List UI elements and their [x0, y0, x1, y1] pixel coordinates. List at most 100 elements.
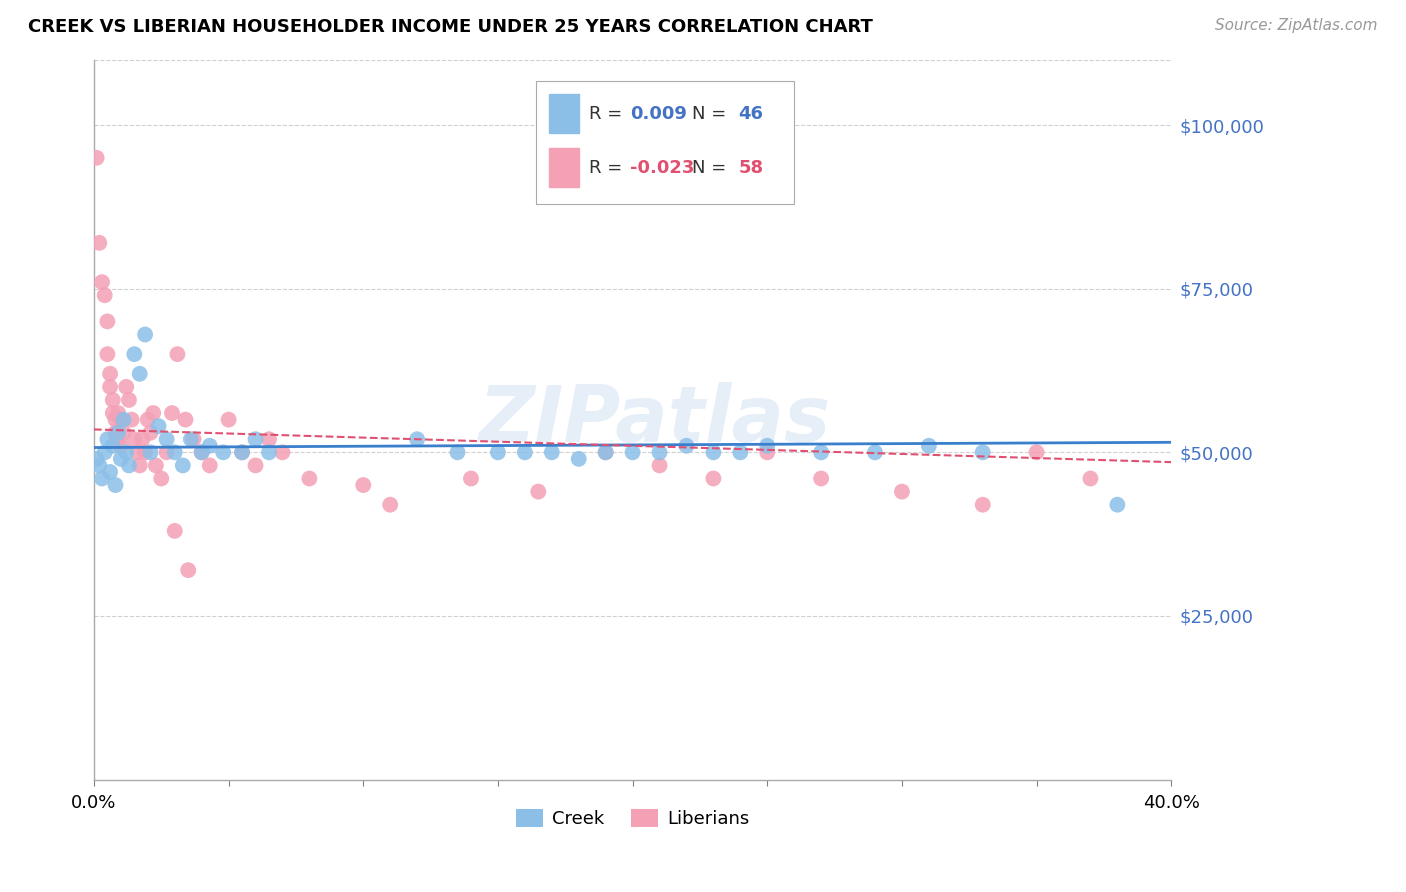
Point: [124, 347, 146, 361]
FancyBboxPatch shape: [536, 81, 794, 203]
Point: [96, 432, 118, 446]
Point: [756, 439, 779, 453]
Point: [163, 445, 186, 459]
Point: [675, 439, 697, 453]
Point: [136, 412, 159, 426]
Point: [121, 412, 143, 426]
Point: [110, 412, 132, 426]
Point: [406, 432, 429, 446]
Point: [107, 425, 129, 440]
Point: [118, 458, 141, 473]
Point: [128, 458, 150, 473]
Point: [540, 445, 562, 459]
Point: [142, 406, 165, 420]
Point: [112, 412, 135, 426]
Point: [648, 458, 671, 473]
Point: [104, 425, 127, 440]
Point: [271, 445, 294, 459]
Point: [972, 445, 994, 459]
Point: [89, 458, 111, 473]
Point: [98, 380, 121, 394]
Text: -0.023: -0.023: [630, 159, 695, 177]
Point: [863, 445, 886, 459]
Point: [1025, 445, 1047, 459]
Text: ZIPatlas: ZIPatlas: [478, 382, 831, 458]
Point: [156, 445, 179, 459]
Text: 46: 46: [738, 104, 763, 122]
Point: [104, 412, 127, 426]
Point: [98, 367, 121, 381]
Point: [166, 347, 188, 361]
Point: [190, 445, 212, 459]
Point: [513, 445, 536, 459]
Point: [1080, 471, 1102, 485]
Point: [134, 445, 156, 459]
Point: [110, 451, 132, 466]
Text: N =: N =: [692, 104, 733, 122]
Legend: Creek, Liberians: Creek, Liberians: [509, 802, 756, 836]
Point: [890, 484, 912, 499]
Point: [150, 471, 173, 485]
Point: [218, 412, 240, 426]
Point: [648, 445, 671, 459]
Point: [568, 451, 591, 466]
Point: [231, 445, 253, 459]
Point: [257, 445, 280, 459]
Point: [231, 445, 253, 459]
Point: [245, 458, 267, 473]
Point: [101, 392, 124, 407]
Point: [148, 419, 170, 434]
Point: [177, 563, 200, 577]
Point: [1107, 498, 1129, 512]
Point: [918, 439, 941, 453]
Point: [595, 445, 617, 459]
Point: [163, 524, 186, 538]
Point: [190, 445, 212, 459]
Point: [702, 445, 724, 459]
Point: [486, 445, 509, 459]
Point: [115, 445, 138, 459]
Point: [145, 458, 167, 473]
Point: [702, 471, 724, 485]
Point: [104, 478, 127, 492]
Point: [198, 439, 221, 453]
Point: [112, 425, 135, 440]
Point: [86, 151, 108, 165]
Point: [380, 498, 402, 512]
Point: [107, 432, 129, 446]
Point: [128, 367, 150, 381]
Point: [460, 471, 482, 485]
Point: [160, 406, 183, 420]
Point: [156, 432, 179, 446]
Point: [257, 432, 280, 446]
Point: [93, 288, 115, 302]
Point: [595, 445, 617, 459]
Point: [107, 406, 129, 420]
Point: [174, 412, 197, 426]
Point: [621, 445, 644, 459]
Point: [139, 425, 162, 440]
Point: [124, 432, 146, 446]
Point: [98, 465, 121, 479]
Point: [212, 445, 235, 459]
Point: [972, 498, 994, 512]
Text: CREEK VS LIBERIAN HOUSEHOLDER INCOME UNDER 25 YEARS CORRELATION CHART: CREEK VS LIBERIAN HOUSEHOLDER INCOME UND…: [28, 18, 873, 36]
Text: N =: N =: [692, 159, 733, 177]
Point: [139, 445, 162, 459]
Point: [93, 445, 115, 459]
Point: [172, 458, 194, 473]
Point: [101, 439, 124, 453]
Point: [91, 471, 114, 485]
Point: [756, 445, 779, 459]
Text: 58: 58: [738, 159, 763, 177]
Point: [527, 484, 550, 499]
Point: [198, 458, 221, 473]
Point: [183, 432, 205, 446]
Point: [86, 451, 108, 466]
Point: [101, 406, 124, 420]
Point: [810, 445, 832, 459]
Point: [810, 471, 832, 485]
Point: [89, 235, 111, 250]
Point: [91, 275, 114, 289]
Point: [96, 314, 118, 328]
